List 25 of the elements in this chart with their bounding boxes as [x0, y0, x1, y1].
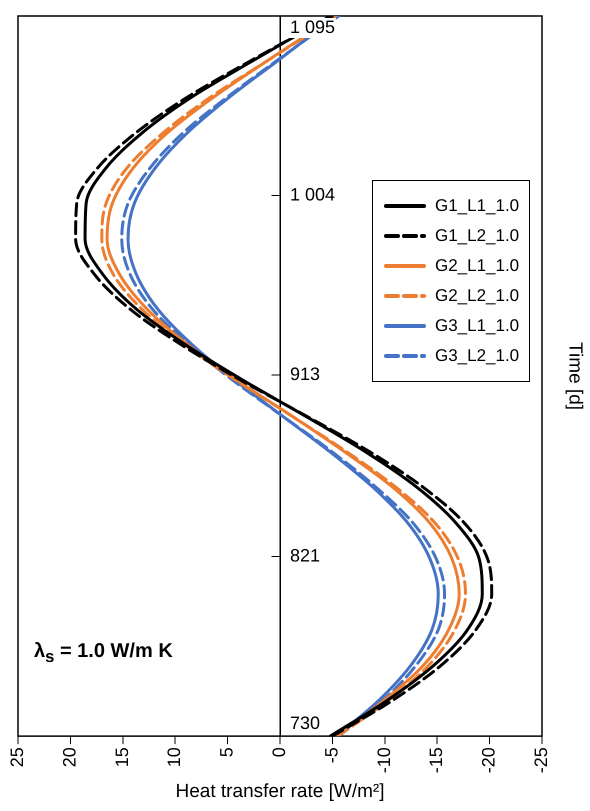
y-tick-label: 913 [290, 364, 320, 384]
x-tick-label: 20 [59, 747, 80, 768]
legend-label: G1_L1_1.0 [435, 196, 520, 216]
x-tick-label: -25 [530, 747, 551, 774]
annotation: λ$_{s}$ = 1.0 W/m K [34, 640, 173, 667]
x-tick-label: -15 [426, 747, 446, 774]
x-tick-label: -20 [478, 747, 499, 774]
legend-label: G2_L1_1.0 [435, 256, 520, 276]
x-tick-label: -10 [374, 747, 394, 774]
legend-label: G2_L2_1.0 [435, 286, 520, 306]
x-axis-title: Heat transfer rate [W/m²] [175, 780, 385, 802]
x-tick-label: -5 [321, 747, 342, 764]
y-tick-label: 730 [290, 713, 320, 734]
x-tick-label: 10 [164, 747, 184, 768]
x-tick-label: 15 [112, 747, 132, 768]
legend-label: G1_L2_1.0 [435, 226, 520, 246]
y-tick-label: 821 [290, 546, 320, 566]
x-tick-label: 25 [6, 747, 27, 768]
y-tick-label: 1 095 [290, 16, 336, 37]
y-axis-title: Time [d] [564, 342, 586, 410]
legend-label: G3_L1_1.0 [435, 316, 520, 336]
x-tick-label: 5 [216, 747, 237, 758]
legend-label: G3_L2_1.0 [435, 346, 520, 366]
x-tick-label: 0 [268, 747, 289, 758]
y-tick-label: 1 004 [290, 184, 336, 205]
